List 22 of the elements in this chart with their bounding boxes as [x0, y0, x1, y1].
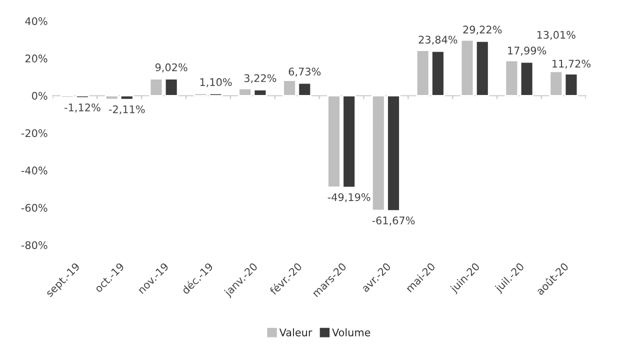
y-tick-label: -80%	[21, 241, 48, 250]
data-label: 23,84%	[418, 36, 458, 45]
y-tick-label: 20%	[25, 54, 48, 62]
data-label: 6,73%	[288, 68, 321, 77]
data-label: -61,67%	[372, 216, 415, 226]
data-label: 1,10%	[200, 78, 232, 88]
legend-label: Volume	[332, 328, 370, 336]
data-label: -2,11%	[108, 105, 145, 114]
data-label: 17,99%	[508, 46, 546, 56]
data-label: 13,01%	[537, 30, 576, 40]
y-tick-label: 0%	[32, 92, 48, 100]
y-tick-label: -60%	[21, 204, 48, 212]
data-label: -49,19%	[328, 193, 370, 202]
y-tick-label: 40%	[25, 17, 48, 26]
data-label: -1,12%	[64, 103, 100, 112]
y-tick-label: -20%	[21, 129, 48, 138]
data-label: 11,72%	[552, 60, 591, 69]
data-label: 29,22%	[463, 26, 502, 35]
data-label: 3,22%	[244, 74, 276, 84]
data-label: 9,02%	[155, 63, 188, 72]
legend-label: Valeur	[279, 328, 312, 336]
y-tick-label: -40%	[21, 166, 48, 174]
